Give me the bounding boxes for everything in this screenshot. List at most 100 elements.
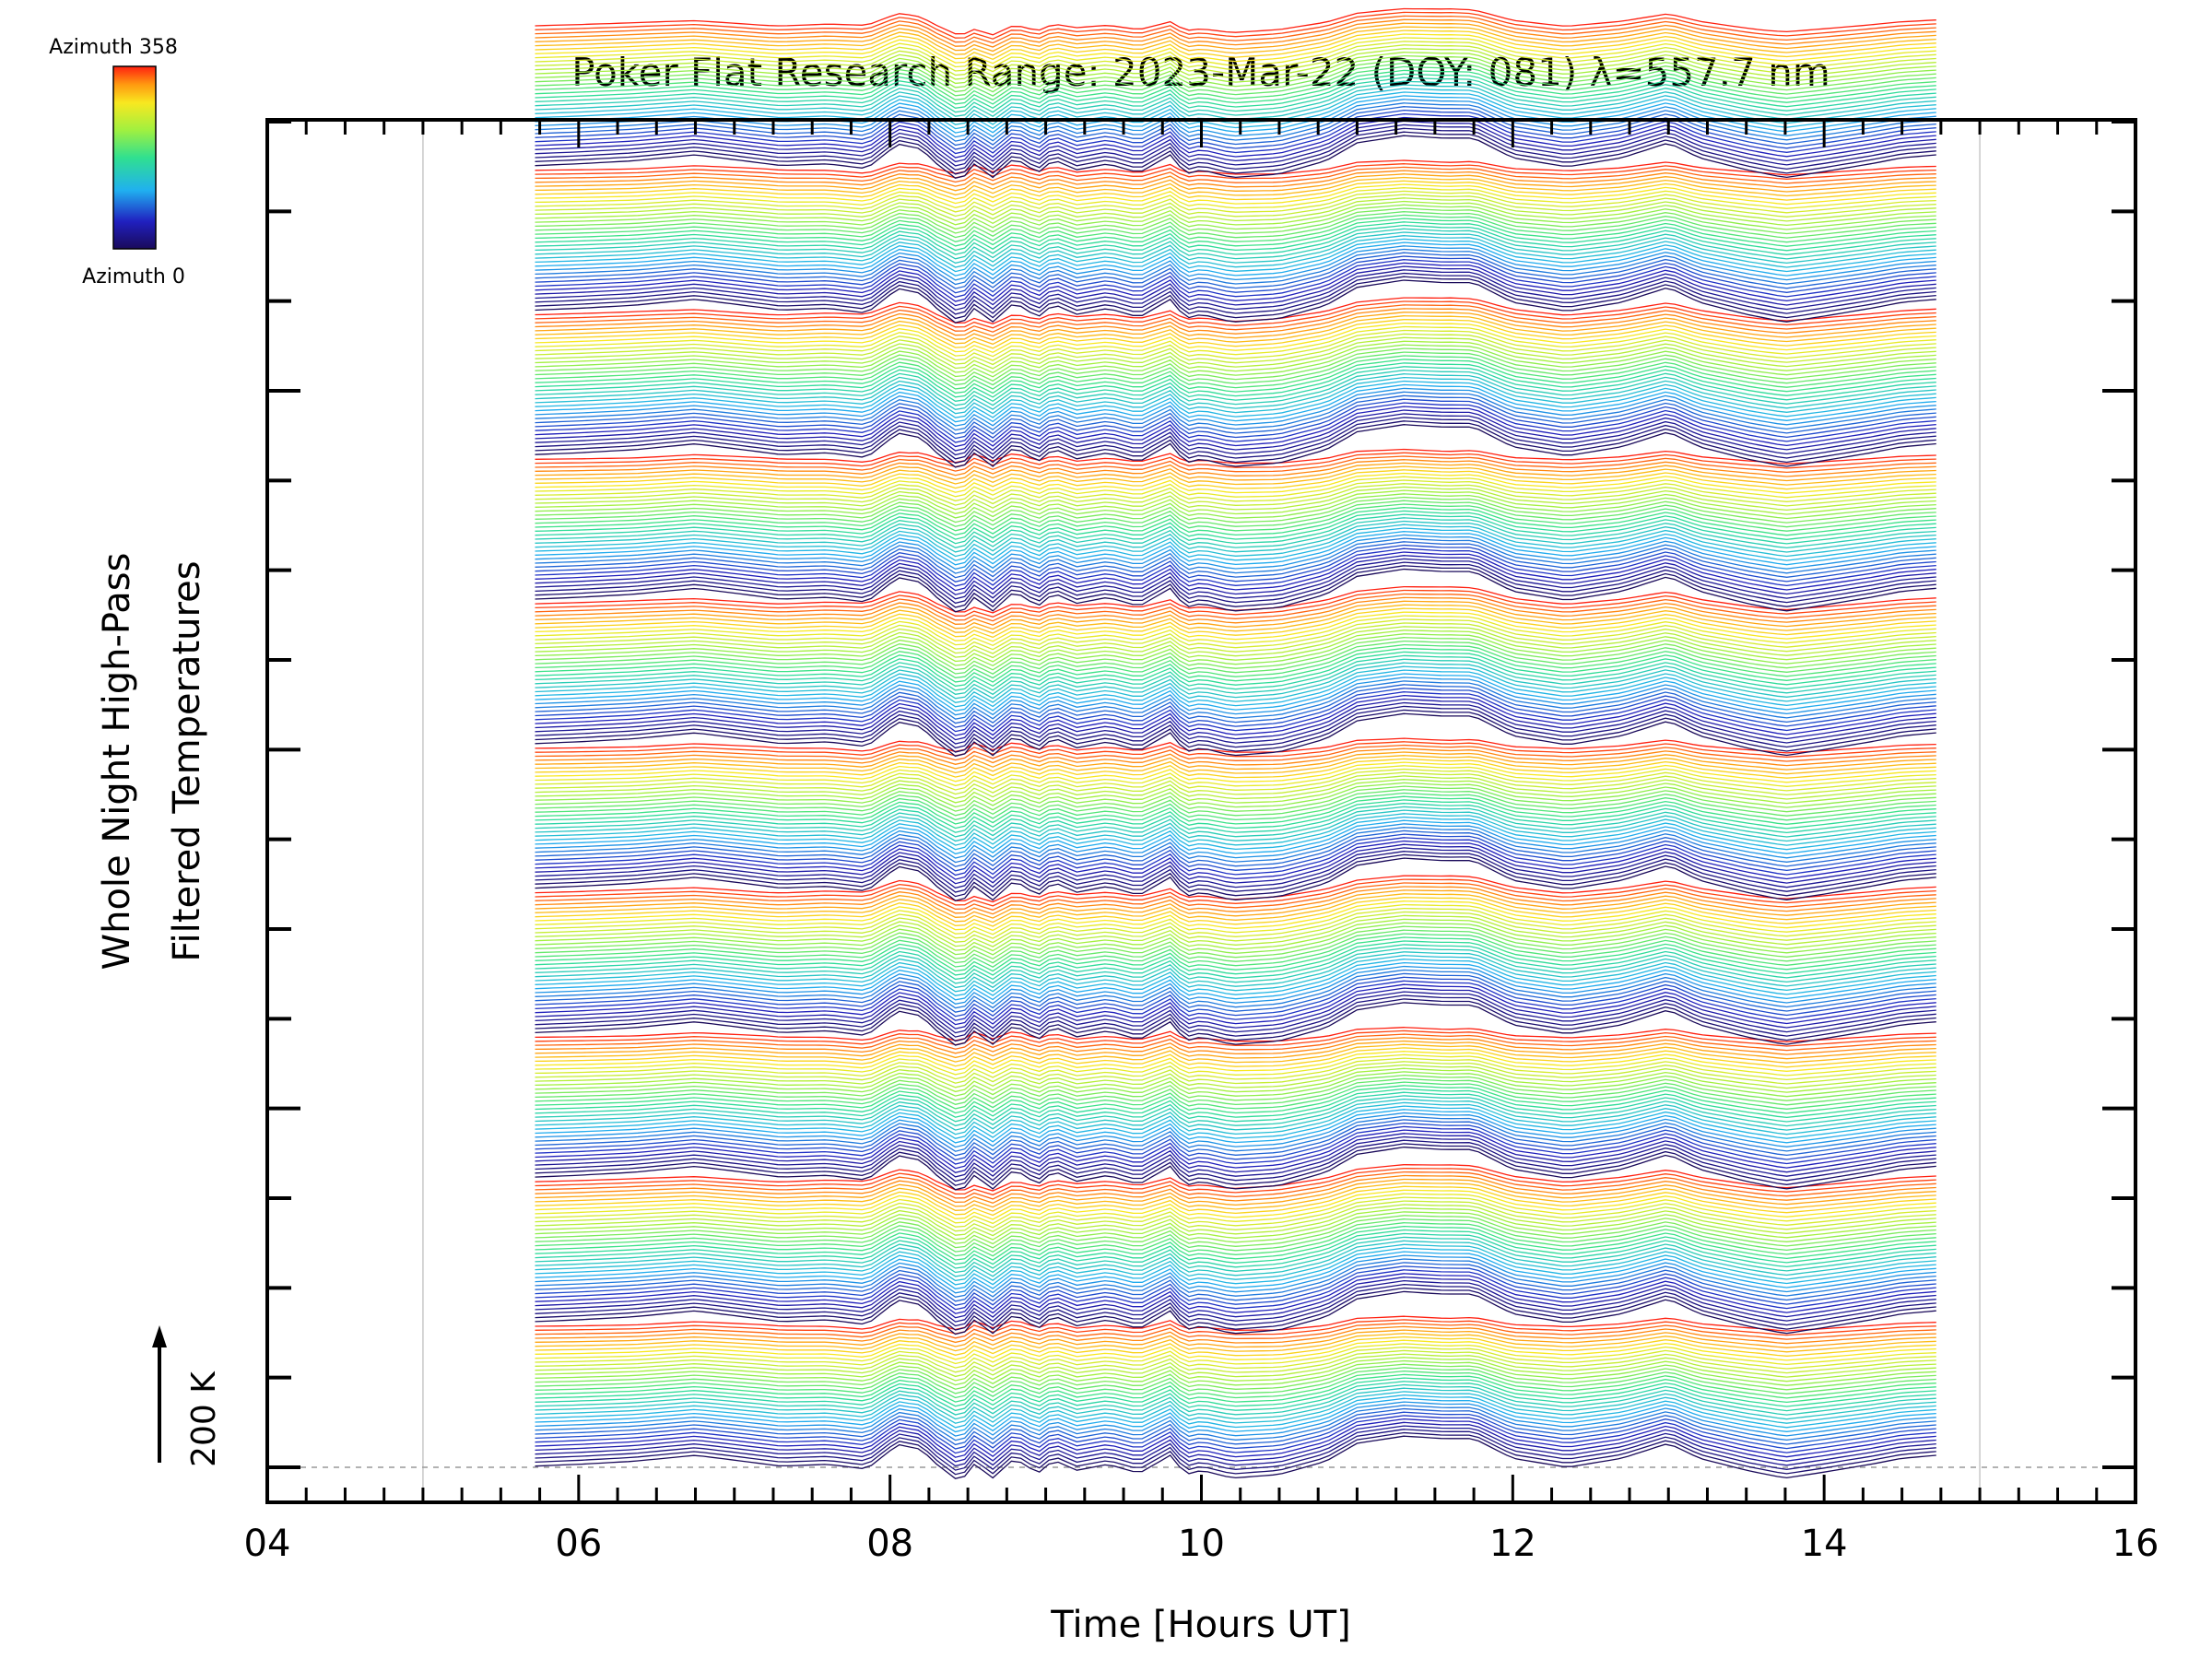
series-trace	[535, 651, 1936, 688]
series-trace	[535, 1339, 1936, 1361]
series-trace	[535, 315, 1936, 346]
series-trace	[535, 52, 1936, 85]
series-trace	[535, 712, 1936, 758]
series-trace	[535, 1101, 1936, 1135]
series-trace	[535, 944, 1936, 981]
series-trace	[535, 914, 1936, 947]
series-trace	[535, 33, 1936, 65]
series-trace	[535, 987, 1936, 1030]
series-trace	[535, 1077, 1936, 1106]
series-trace	[535, 561, 1936, 605]
series-trace	[535, 1431, 1936, 1476]
series-trace	[535, 383, 1936, 423]
series-trace	[535, 701, 1936, 745]
series-trace	[535, 224, 1936, 255]
series-trace	[535, 241, 1936, 276]
series-trace	[535, 398, 1936, 440]
series-trace	[535, 959, 1936, 996]
scale-bar-arrowhead	[152, 1325, 167, 1347]
series-trace	[535, 1273, 1936, 1314]
series-trace	[535, 187, 1936, 209]
series-trace	[535, 1189, 1936, 1220]
series-trace	[535, 424, 1936, 468]
series-trace	[535, 998, 1936, 1042]
series-trace	[535, 1122, 1936, 1161]
series-trace	[535, 940, 1936, 976]
series-trace	[535, 691, 1936, 733]
series-trace	[535, 376, 1936, 415]
series-trace	[535, 11, 1936, 40]
series-trace	[535, 1053, 1936, 1077]
series-trace	[535, 882, 1936, 911]
series-trace	[535, 183, 1936, 206]
series-trace	[535, 248, 1936, 286]
series-trace	[535, 159, 1936, 176]
series-trace	[535, 1407, 1936, 1446]
series-trace	[535, 500, 1936, 528]
series-trace	[535, 537, 1936, 574]
series-trace	[535, 658, 1936, 696]
series-trace	[535, 452, 1936, 469]
series-trace	[535, 417, 1936, 460]
series-trace	[535, 194, 1936, 218]
series-trace	[535, 476, 1936, 499]
series-trace	[535, 255, 1936, 294]
series-trace	[535, 1319, 1936, 1336]
series-trace	[535, 1411, 1936, 1450]
series-trace	[535, 677, 1936, 716]
series-trace	[535, 541, 1936, 579]
series-trace	[535, 840, 1936, 880]
series-trace	[535, 1081, 1936, 1110]
series-trace	[535, 1040, 1936, 1060]
series-trace	[535, 637, 1936, 671]
series-trace	[535, 833, 1936, 872]
series-trace	[535, 204, 1936, 230]
series-trace	[535, 775, 1936, 800]
series-trace	[535, 333, 1936, 366]
colorbar-bottom-label: Azimuth 0	[82, 265, 185, 288]
series-trace	[535, 319, 1936, 349]
series-trace	[535, 972, 1936, 1013]
series-trace	[535, 551, 1936, 592]
series-trace	[535, 795, 1936, 825]
series-trace	[535, 238, 1936, 273]
series-trace	[535, 176, 1936, 197]
series-trace	[535, 347, 1936, 382]
series-trace	[535, 91, 1936, 130]
y-axis-label-line-1: Whole Night High-Pass	[96, 553, 138, 971]
series-trace	[535, 555, 1936, 595]
series-trace	[535, 1367, 1936, 1394]
series-trace	[535, 124, 1936, 167]
series-trace	[535, 1243, 1936, 1282]
series-trace	[535, 1415, 1936, 1454]
series-trace	[535, 1373, 1936, 1404]
series-trace	[535, 1171, 1936, 1200]
series-trace	[535, 231, 1936, 265]
series-trace	[535, 589, 1936, 618]
series-trace	[535, 1178, 1936, 1208]
series-trace	[535, 765, 1936, 787]
x-tick-label: 06	[555, 1523, 602, 1565]
series-trace	[535, 741, 1936, 759]
series-trace	[535, 1418, 1936, 1458]
x-tick-label: 04	[244, 1523, 291, 1565]
series-trace	[535, 387, 1936, 427]
colorbar-top-label: Azimuth 358	[49, 36, 178, 59]
series-trace	[535, 1405, 1936, 1441]
series-trace	[535, 922, 1936, 956]
series-trace	[535, 813, 1936, 846]
series-trace	[535, 245, 1936, 281]
series-trace	[535, 366, 1936, 403]
series-trace	[535, 640, 1936, 675]
series-trace	[535, 1401, 1936, 1437]
series-trace	[535, 809, 1936, 842]
series-trace	[535, 362, 1936, 398]
series-trace	[535, 705, 1936, 749]
series-trace	[535, 420, 1936, 465]
series-trace	[535, 211, 1936, 239]
series-trace	[535, 127, 1936, 171]
series-trace	[535, 1037, 1936, 1055]
series-trace	[535, 607, 1936, 639]
series-trace	[535, 22, 1936, 53]
